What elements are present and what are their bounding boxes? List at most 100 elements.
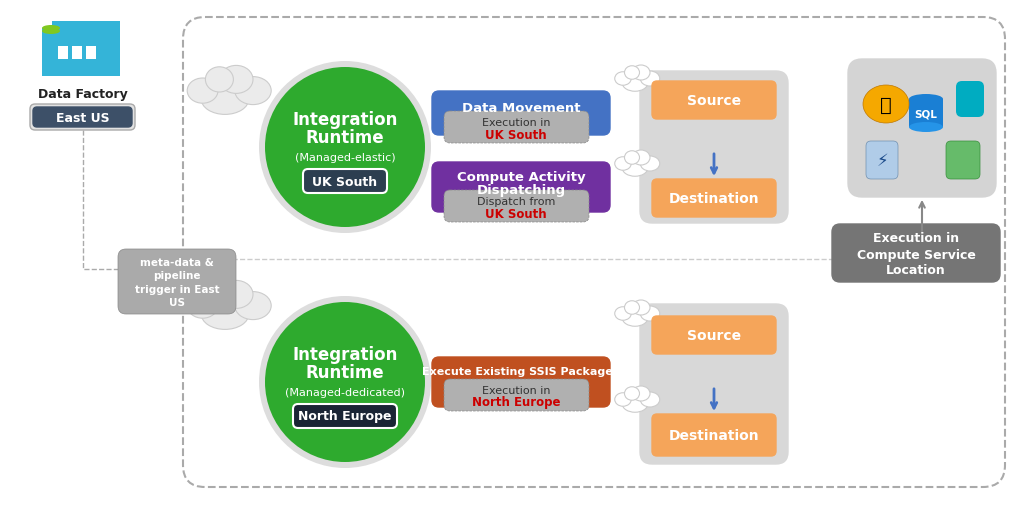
Ellipse shape <box>632 66 650 81</box>
Text: UK South: UK South <box>312 175 378 188</box>
FancyBboxPatch shape <box>652 316 776 355</box>
Text: Location: Location <box>886 264 946 277</box>
Text: Data Movement: Data Movement <box>462 102 581 114</box>
FancyBboxPatch shape <box>866 142 898 180</box>
Circle shape <box>265 302 425 462</box>
Ellipse shape <box>632 386 650 401</box>
Text: Runtime: Runtime <box>306 363 384 381</box>
Text: SQL: SQL <box>914 109 937 119</box>
Ellipse shape <box>625 387 640 400</box>
Ellipse shape <box>42 29 60 35</box>
Text: Compute Activity: Compute Activity <box>457 170 586 183</box>
Ellipse shape <box>42 26 60 32</box>
Text: Source: Source <box>687 328 741 342</box>
Ellipse shape <box>234 77 271 106</box>
FancyBboxPatch shape <box>52 22 120 77</box>
Ellipse shape <box>625 301 640 315</box>
Ellipse shape <box>187 79 218 104</box>
Ellipse shape <box>625 152 640 165</box>
Ellipse shape <box>206 68 233 93</box>
Ellipse shape <box>632 300 650 316</box>
Ellipse shape <box>614 158 631 171</box>
FancyBboxPatch shape <box>640 305 788 464</box>
FancyBboxPatch shape <box>909 100 943 128</box>
FancyBboxPatch shape <box>42 32 60 77</box>
FancyBboxPatch shape <box>30 105 135 131</box>
Text: meta-data &
pipeline
trigger in East
US: meta-data & pipeline trigger in East US <box>135 258 219 307</box>
Text: (Managed-dedicated): (Managed-dedicated) <box>285 387 406 397</box>
Ellipse shape <box>219 281 253 309</box>
FancyBboxPatch shape <box>652 180 776 218</box>
Text: Compute Service: Compute Service <box>856 248 976 261</box>
FancyBboxPatch shape <box>118 249 236 315</box>
Polygon shape <box>85 22 120 42</box>
Text: ⚡: ⚡ <box>877 152 888 170</box>
Text: Execution in: Execution in <box>872 232 959 245</box>
Text: UK South: UK South <box>485 128 547 141</box>
Text: Destination: Destination <box>669 191 760 206</box>
Ellipse shape <box>640 157 659 172</box>
FancyBboxPatch shape <box>444 112 589 144</box>
FancyBboxPatch shape <box>432 358 610 407</box>
FancyBboxPatch shape <box>42 29 60 35</box>
Ellipse shape <box>632 150 650 166</box>
FancyBboxPatch shape <box>293 404 397 428</box>
Text: UK South: UK South <box>485 207 547 220</box>
Circle shape <box>259 62 431 233</box>
Circle shape <box>265 68 425 228</box>
Ellipse shape <box>614 307 631 321</box>
Ellipse shape <box>640 72 659 87</box>
FancyBboxPatch shape <box>72 47 82 60</box>
Ellipse shape <box>909 123 943 133</box>
Text: Data Factory: Data Factory <box>38 88 128 101</box>
FancyBboxPatch shape <box>956 82 984 118</box>
Ellipse shape <box>640 307 659 321</box>
FancyBboxPatch shape <box>432 163 610 213</box>
FancyBboxPatch shape <box>444 379 589 411</box>
Ellipse shape <box>614 73 631 86</box>
Ellipse shape <box>623 310 648 327</box>
Circle shape <box>259 296 431 468</box>
Text: 🐘: 🐘 <box>880 95 892 114</box>
Ellipse shape <box>909 95 943 105</box>
Text: North Europe: North Europe <box>298 410 392 423</box>
Text: Dispatching: Dispatching <box>476 183 565 196</box>
Ellipse shape <box>623 396 648 413</box>
Text: Integration: Integration <box>292 345 397 363</box>
Ellipse shape <box>201 299 249 330</box>
Text: Execution in: Execution in <box>481 385 550 395</box>
FancyBboxPatch shape <box>652 82 776 120</box>
Text: Integration: Integration <box>292 111 397 129</box>
Text: Execute Existing SSIS Packages: Execute Existing SSIS Packages <box>422 366 620 376</box>
Ellipse shape <box>625 67 640 80</box>
FancyBboxPatch shape <box>640 72 788 224</box>
FancyBboxPatch shape <box>86 47 96 60</box>
Ellipse shape <box>863 86 909 124</box>
FancyBboxPatch shape <box>303 170 387 193</box>
Text: Destination: Destination <box>669 428 760 442</box>
Ellipse shape <box>623 161 648 177</box>
Ellipse shape <box>623 76 648 92</box>
FancyBboxPatch shape <box>58 47 68 60</box>
Text: Dispatch from: Dispatch from <box>477 196 555 207</box>
Text: (Managed-elastic): (Managed-elastic) <box>295 153 395 163</box>
FancyBboxPatch shape <box>444 190 589 223</box>
Ellipse shape <box>614 393 631 407</box>
Ellipse shape <box>234 292 271 320</box>
Text: North Europe: North Europe <box>472 396 560 409</box>
FancyBboxPatch shape <box>946 142 980 180</box>
Ellipse shape <box>206 282 233 308</box>
FancyBboxPatch shape <box>432 92 610 136</box>
Text: Source: Source <box>687 94 741 108</box>
FancyBboxPatch shape <box>33 108 132 128</box>
Text: East US: East US <box>56 111 110 124</box>
FancyBboxPatch shape <box>652 414 776 456</box>
Ellipse shape <box>187 293 218 319</box>
Text: Execution in: Execution in <box>481 118 550 128</box>
FancyBboxPatch shape <box>848 60 996 197</box>
Ellipse shape <box>219 66 253 94</box>
Ellipse shape <box>640 392 659 407</box>
Text: Runtime: Runtime <box>306 129 384 147</box>
Ellipse shape <box>201 84 249 115</box>
FancyBboxPatch shape <box>831 225 1000 282</box>
